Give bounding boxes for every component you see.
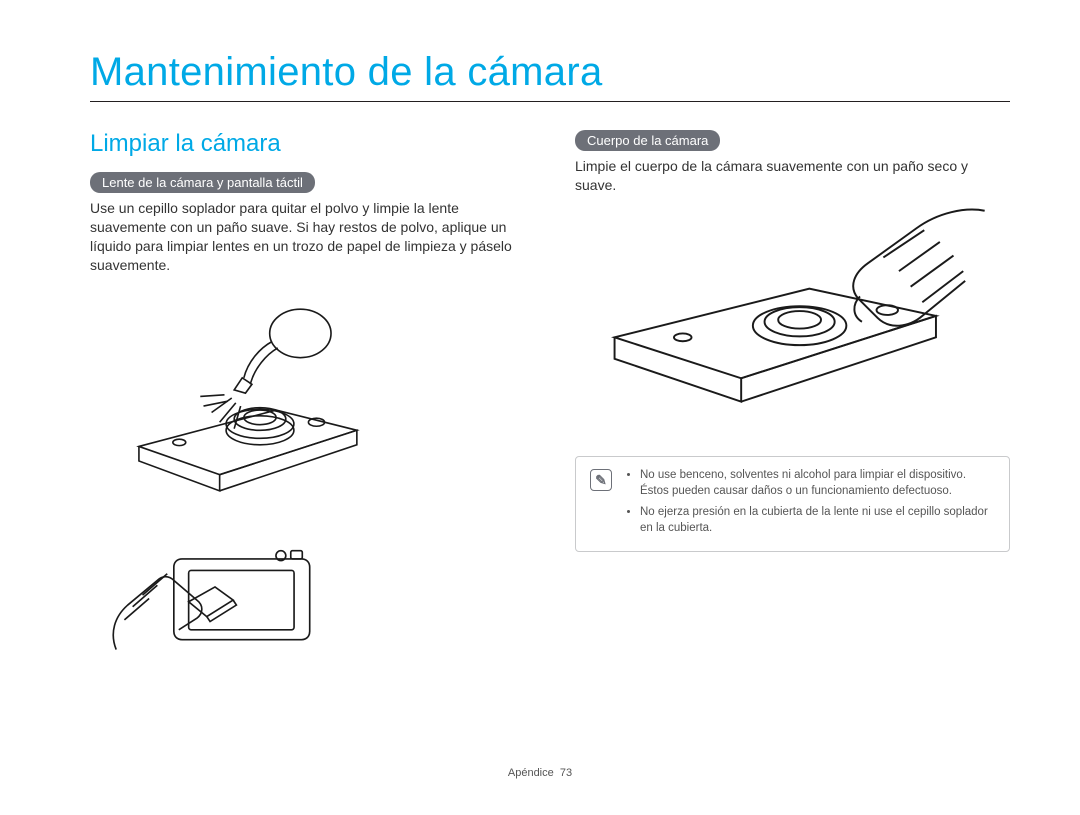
page-footer: Apéndice 73 <box>0 767 1080 779</box>
pill-lens-touchscreen: Lente de la cámara y pantalla táctil <box>90 172 315 193</box>
page-title: Mantenimiento de la cámara <box>90 50 1010 102</box>
body-clean-paragraph: Limpie el cuerpo de la cámara suavemente… <box>575 157 1010 195</box>
note-list: No use benceno, solventes ni alcohol par… <box>624 467 995 541</box>
right-column: Cuerpo de la cámara Limpie el cuerpo de … <box>575 130 1010 671</box>
hand-wipe-screen-illustration <box>90 526 525 671</box>
pill-camera-body: Cuerpo de la cámara <box>575 130 720 151</box>
blower-camera-illustration <box>90 285 525 516</box>
note-item: No ejerza presión en la cubierta de la l… <box>640 504 995 536</box>
note-box: ✎ No use benceno, solventes ni alcohol p… <box>575 456 1010 552</box>
footer-section: Apéndice <box>508 767 554 779</box>
section-title-clean-camera: Limpiar la cámara <box>90 130 525 158</box>
note-icon: ✎ <box>590 469 612 491</box>
footer-page-number: 73 <box>560 767 572 779</box>
lens-clean-paragraph: Use un cepillo soplador para quitar el p… <box>90 199 525 275</box>
hand-wipe-body-illustration <box>575 201 1010 430</box>
left-column: Limpiar la cámara Lente de la cámara y p… <box>90 130 525 671</box>
note-item: No use benceno, solventes ni alcohol par… <box>640 467 995 499</box>
